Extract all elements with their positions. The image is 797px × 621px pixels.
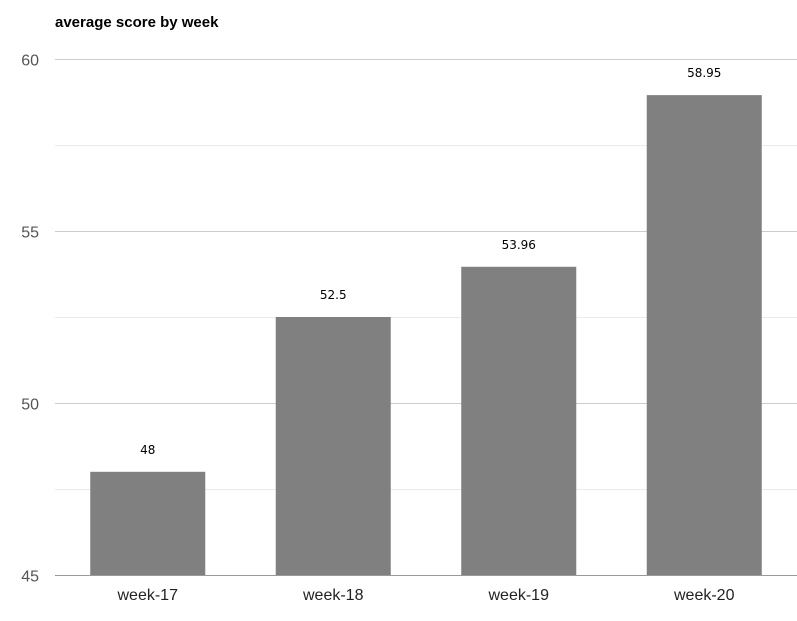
- bar: [461, 266, 577, 575]
- y-tick-label: 60: [21, 53, 39, 70]
- x-category-label: week-17: [117, 587, 179, 604]
- y-axis-ticks: 45 50 55 60: [21, 53, 39, 586]
- y-tick-label: 45: [21, 569, 39, 586]
- y-tick-label: 55: [21, 225, 39, 242]
- x-category-label: week-20: [673, 587, 735, 604]
- y-tick-label: 50: [21, 397, 39, 414]
- data-label: 48: [140, 443, 155, 457]
- bar: [646, 95, 762, 576]
- data-label: 53.96: [502, 238, 536, 252]
- data-label: 58.95: [687, 66, 721, 80]
- chart-title: average score by week: [55, 14, 219, 31]
- bars: [90, 95, 762, 576]
- x-category-label: week-18: [302, 587, 364, 604]
- bar: [275, 317, 391, 575]
- x-axis-categories: week-17 week-18 week-19 week-20: [117, 587, 735, 604]
- data-labels: 48 52.5 53.96 58.95: [140, 66, 721, 457]
- x-category-label: week-19: [488, 587, 550, 604]
- data-label: 52.5: [320, 288, 347, 302]
- bar: [90, 471, 206, 575]
